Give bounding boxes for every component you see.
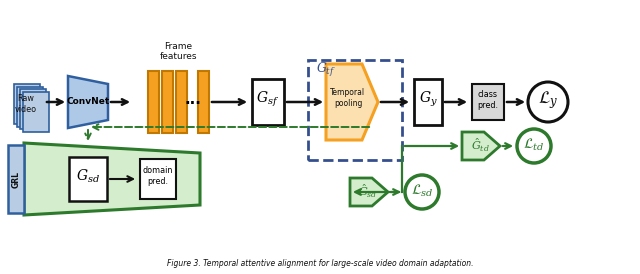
Bar [8,145,24,213]
Text: Frame
features: Frame features [160,42,197,61]
Circle shape [405,175,439,209]
Text: $\mathcal{L}_{td}$: $\mathcal{L}_{td}$ [524,137,545,153]
Bar [20,89,46,129]
Text: $G_{sf}$: $G_{sf}$ [257,89,280,109]
Text: $G_{sd}$: $G_{sd}$ [76,167,100,185]
Text: domain
pred.: domain pred. [143,166,173,186]
Circle shape [528,82,568,122]
Bar [14,84,40,124]
Text: Figure 3. Temporal attentive alignment for large-scale video domain adaptation.: Figure 3. Temporal attentive alignment f… [167,259,473,268]
Circle shape [517,129,551,163]
Text: $\mathcal{L}_y$: $\mathcal{L}_y$ [538,89,558,111]
Bar [17,87,43,127]
Bar [162,71,173,133]
Text: $G_{tf}$: $G_{tf}$ [316,61,336,79]
Text: $\mathcal{L}_{sd}$: $\mathcal{L}_{sd}$ [411,183,433,199]
Text: $\hat{G}_{sd}$: $\hat{G}_{sd}$ [358,182,378,199]
Text: class
pred.: class pred. [477,90,499,110]
Polygon shape [350,178,388,206]
Polygon shape [326,64,378,140]
Bar [176,71,187,133]
Polygon shape [462,132,500,160]
Bar [69,157,107,201]
Bar [198,71,209,133]
Text: $\hat{G}_{td}$: $\hat{G}_{td}$ [470,136,490,154]
Text: Raw
video: Raw video [15,94,37,114]
Bar [23,92,49,132]
Polygon shape [24,143,200,215]
Text: Temporal
pooling: Temporal pooling [330,88,365,108]
Bar [414,79,442,125]
Text: ...: ... [184,93,202,107]
Bar [140,159,176,199]
Bar [252,79,284,125]
Polygon shape [68,76,108,128]
Bar [148,71,159,133]
Text: $G_y$: $G_y$ [419,89,437,109]
Text: ConvNet: ConvNet [67,96,109,105]
Text: GRL: GRL [12,170,20,187]
Bar [472,84,504,120]
Bar [308,60,402,160]
